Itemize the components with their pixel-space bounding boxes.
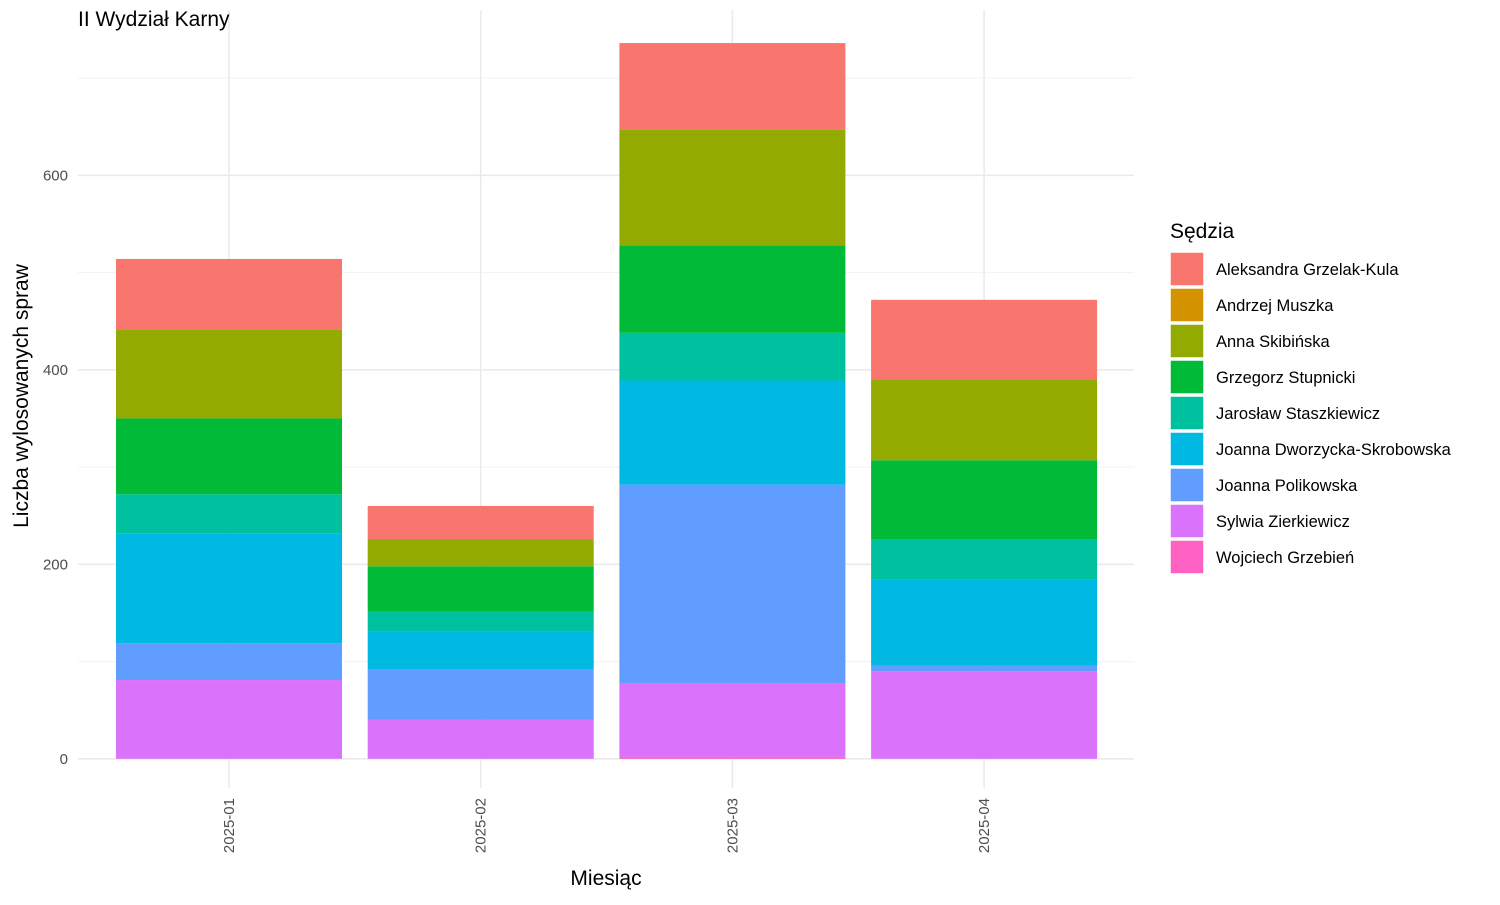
bar-segment	[871, 460, 1098, 540]
bar-segment	[116, 258, 342, 330]
bar-segment	[871, 539, 1098, 580]
y-tick-label: 400	[43, 362, 68, 379]
legend-label: Wojciech Grzebień	[1216, 549, 1354, 567]
y-tick-label: 0	[60, 751, 68, 768]
legend-item: Joanna Polikowska	[1169, 467, 1358, 503]
legend-swatch	[1169, 359, 1205, 395]
x-tick-label: 2025-02	[473, 798, 490, 853]
bar-segment	[367, 631, 594, 670]
bar-segment	[871, 579, 1098, 666]
bar-segment	[619, 129, 846, 246]
legend-label: Anna Skibińska	[1216, 333, 1331, 351]
bar-segment	[116, 418, 342, 495]
bar-segment	[871, 299, 1098, 380]
bar-segment	[619, 380, 846, 485]
legend-title: Sędzia	[1170, 220, 1235, 243]
y-tick-label: 600	[43, 167, 68, 184]
bar-segment	[619, 484, 846, 683]
legend-item: Grzegorz Stupnicki	[1169, 359, 1355, 395]
y-axis: 0 200 400 600	[43, 167, 68, 768]
x-axis: 2025-01 2025-02 2025-03 2025-04	[221, 798, 993, 853]
bar-segment	[619, 756, 846, 759]
bars	[116, 43, 1098, 759]
legend-label: Andrzej Muszka	[1216, 297, 1334, 315]
legend-item: Wojciech Grzebień	[1169, 539, 1354, 575]
bar-segment	[367, 566, 594, 612]
bar-segment	[871, 665, 1098, 672]
bar-segment	[367, 669, 594, 720]
bar-segment	[367, 539, 594, 567]
legend-label: Sylwia Zierkiewicz	[1216, 513, 1350, 531]
legend-swatch	[1169, 395, 1205, 431]
legend-item: Andrzej Muszka	[1169, 287, 1334, 323]
x-tick-label: 2025-04	[976, 798, 993, 853]
bar-segment	[619, 332, 846, 381]
bar-segment	[871, 379, 1098, 461]
legend-swatch	[1169, 251, 1205, 287]
x-tick-label: 2025-01	[221, 798, 238, 853]
legend-item: Jarosław Staszkiewicz	[1169, 395, 1380, 431]
legend-swatch	[1169, 503, 1205, 539]
bar-segment	[871, 671, 1098, 759]
bar-segment	[116, 494, 342, 534]
bar-segment	[367, 611, 594, 632]
bar-segment	[367, 719, 594, 759]
legend-swatch	[1169, 539, 1205, 575]
legend-label: Joanna Polikowska	[1216, 477, 1358, 495]
legend-swatch	[1169, 467, 1205, 503]
chart-title: II Wydział Karny	[78, 8, 230, 31]
bar-segment	[116, 680, 342, 759]
x-tick-label: 2025-03	[724, 798, 741, 853]
legend-swatch	[1169, 287, 1205, 323]
legend-label: Grzegorz Stupnicki	[1216, 369, 1355, 387]
bar-segment	[619, 682, 846, 757]
legend-swatch	[1169, 431, 1205, 467]
bar-segment	[367, 505, 594, 540]
legend-item: Aleksandra Grzelak-Kula	[1169, 251, 1399, 287]
legend: Sędzia Aleksandra Grzelak-Kula Andrzej Mu…	[1169, 220, 1452, 575]
legend-label: Joanna Dworzycka-Skrobowska	[1216, 441, 1452, 459]
bar-segment	[619, 43, 846, 130]
y-axis-title: Liczba wylosowanych spraw	[10, 263, 33, 528]
legend-item: Sylwia Zierkiewicz	[1169, 503, 1350, 539]
legend-label: Aleksandra Grzelak-Kula	[1216, 261, 1399, 279]
bar-segment	[116, 329, 342, 419]
legend-swatch	[1169, 323, 1205, 359]
bar-segment	[619, 245, 846, 333]
x-axis-title: Miesiąc	[570, 867, 641, 890]
legend-label: Jarosław Staszkiewicz	[1216, 405, 1380, 423]
bar-segment	[116, 643, 342, 681]
legend-item: Anna Skibińska	[1169, 323, 1331, 359]
y-tick-label: 200	[43, 556, 68, 573]
bar-segment	[116, 533, 342, 644]
legend-item: Joanna Dworzycka-Skrobowska	[1169, 431, 1452, 467]
